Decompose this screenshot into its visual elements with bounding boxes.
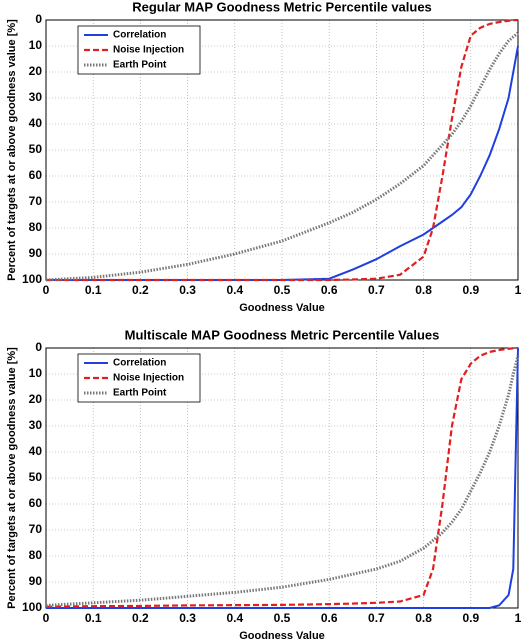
x-axis-label: Goodness Value <box>239 630 325 640</box>
y-tick-label: 90 <box>29 574 43 588</box>
series-line <box>46 45 519 281</box>
y-tick-label: 0 <box>35 12 42 26</box>
y-tick-label: 90 <box>29 246 43 260</box>
y-tick-label: 50 <box>29 470 43 484</box>
x-tick-label: 0 <box>43 611 50 625</box>
series-line <box>45 31 519 282</box>
legend-label: Correlation <box>113 358 166 369</box>
x-tick-label: 0.6 <box>321 283 338 297</box>
x-tick-label: 0.4 <box>226 611 243 625</box>
y-tick-label: 40 <box>29 444 43 458</box>
x-tick-label: 0.9 <box>462 611 479 625</box>
y-tick-label: 40 <box>29 116 43 130</box>
x-tick-label: 0.7 <box>368 283 385 297</box>
x-tick-label: 0.2 <box>132 283 149 297</box>
y-tick-label: 10 <box>29 38 43 52</box>
x-tick-label: 0.6 <box>321 611 338 625</box>
y-tick-label: 20 <box>29 64 43 78</box>
legend-label: Correlation <box>113 30 166 41</box>
legend-label: Earth Point <box>113 388 167 399</box>
legend-label: Earth Point <box>113 60 167 71</box>
x-tick-label: 0.3 <box>179 611 196 625</box>
y-axis-label: Percent of targets at or above goodness … <box>6 19 18 281</box>
y-tick-label: 70 <box>29 194 43 208</box>
y-tick-label: 70 <box>29 522 43 536</box>
legend-label: Noise Injection <box>113 373 184 384</box>
x-tick-label: 0.4 <box>226 283 243 297</box>
y-tick-label: 80 <box>29 220 43 234</box>
y-tick-label: 0 <box>35 340 42 354</box>
series-line <box>45 355 520 607</box>
y-tick-label: 60 <box>29 168 43 182</box>
y-tick-label: 30 <box>29 418 43 432</box>
x-tick-label: 0.7 <box>368 611 385 625</box>
x-tick-label: 1 <box>515 611 522 625</box>
x-tick-label: 0.1 <box>85 611 102 625</box>
y-tick-label: 100 <box>22 600 42 614</box>
x-tick-label: 0.1 <box>85 283 102 297</box>
y-tick-label: 100 <box>22 272 42 286</box>
series-line <box>46 347 519 609</box>
chart-title: Regular MAP Goodness Metric Percentile v… <box>132 0 432 14</box>
x-tick-label: 0.9 <box>462 283 479 297</box>
x-tick-label: 0.5 <box>274 283 291 297</box>
legend-label: Noise Injection <box>113 45 184 56</box>
x-tick-label: 0 <box>43 283 50 297</box>
series-line <box>45 346 519 608</box>
y-tick-label: 50 <box>29 142 43 156</box>
y-tick-label: 30 <box>29 90 43 104</box>
x-tick-label: 0.2 <box>132 611 149 625</box>
y-tick-label: 80 <box>29 548 43 562</box>
y-axis-label: Percent of targets at or above goodness … <box>6 347 18 609</box>
chart-title: Multiscale MAP Goodness Metric Percentil… <box>125 327 440 342</box>
x-tick-label: 0.5 <box>274 611 291 625</box>
x-tick-label: 0.8 <box>415 283 432 297</box>
x-tick-label: 1 <box>515 283 522 297</box>
x-tick-label: 0.8 <box>415 611 432 625</box>
x-axis-label: Goodness Value <box>239 302 325 314</box>
x-tick-label: 0.3 <box>179 283 196 297</box>
y-tick-label: 10 <box>29 366 43 380</box>
series-line <box>46 18 519 282</box>
y-tick-label: 20 <box>29 392 43 406</box>
y-tick-label: 60 <box>29 496 43 510</box>
